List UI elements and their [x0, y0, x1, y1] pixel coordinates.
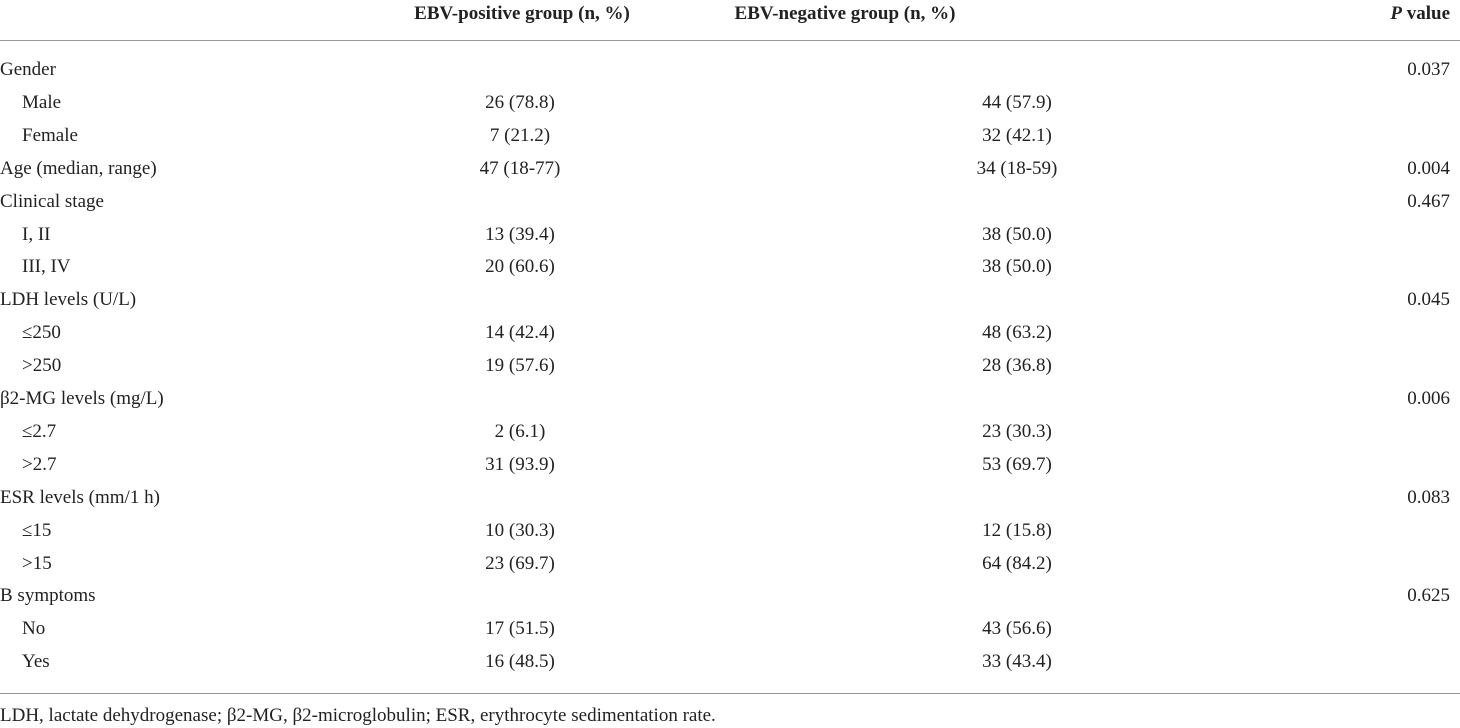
positive-cell: 23 (69.7) [485, 552, 555, 574]
item-label: >15 [22, 552, 52, 574]
header-p-rest: value [1406, 3, 1450, 24]
negative-cell: 34 (18-59) [976, 157, 1058, 179]
group-label: LDH levels (U/L) [0, 289, 137, 311]
item-label: Female [22, 124, 78, 146]
negative-cell: 28 (36.8) [982, 355, 1052, 377]
positive-cell: 2 (6.1) [494, 420, 546, 442]
item-label: I, II [22, 223, 51, 245]
group-label: Age (median, range) [0, 157, 157, 179]
header-rule [0, 40, 1460, 41]
negative-cell: 12 (15.8) [982, 519, 1052, 541]
negative-cell: 38 (50.0) [982, 223, 1052, 245]
positive-cell: 16 (48.5) [485, 651, 555, 673]
item-label: Male [22, 91, 62, 113]
p-value-cell: 0.004 [1407, 157, 1450, 179]
bottom-rule [0, 693, 1460, 694]
positive-cell: 13 (39.4) [485, 223, 555, 245]
negative-cell: 43 (56.6) [982, 618, 1052, 640]
item-label: ≤250 [22, 322, 61, 344]
group-label: Clinical stage [0, 190, 104, 212]
header-negative: EBV-negative group (n, %) [734, 3, 956, 24]
positive-cell: 7 (21.2) [489, 124, 551, 146]
negative-cell: 44 (57.9) [982, 91, 1052, 113]
negative-cell: 48 (63.2) [982, 322, 1052, 344]
item-label: ≤15 [22, 519, 52, 541]
footnote: LDH, lactate dehydrogenase; β2-MG, β2-mi… [0, 705, 716, 726]
item-label: ≤2.7 [22, 420, 57, 442]
positive-cell: 19 (57.6) [485, 355, 555, 377]
header-p-italic: P [1390, 3, 1402, 24]
p-value-cell: 0.037 [1407, 59, 1450, 80]
negative-cell: 53 (69.7) [982, 453, 1052, 475]
group-label: B symptoms [0, 585, 96, 607]
negative-cell: 38 (50.0) [982, 256, 1052, 278]
p-value-cell: 0.006 [1407, 388, 1450, 409]
positive-cell: 20 (60.6) [485, 256, 555, 278]
positive-cell: 14 (42.4) [485, 322, 555, 344]
positive-cell: 17 (51.5) [485, 618, 555, 640]
item-label: >250 [22, 355, 62, 377]
item-label: No [22, 618, 46, 640]
p-value-cell: 0.625 [1407, 585, 1450, 607]
p-value-cell: 0.045 [1407, 289, 1450, 311]
item-label: Yes [22, 651, 50, 673]
positive-cell: 31 (93.9) [485, 453, 555, 475]
positive-cell: 10 (30.3) [485, 519, 555, 541]
item-label: III, IV [22, 256, 71, 278]
item-label: >2.7 [22, 453, 57, 475]
positive-cell: 26 (78.8) [485, 91, 555, 113]
p-value-cell: 0.083 [1407, 486, 1450, 508]
negative-cell: 64 (84.2) [982, 552, 1052, 574]
header-positive: EBV-positive group (n, %) [414, 3, 630, 24]
p-value-cell: 0.467 [1407, 190, 1450, 212]
negative-cell: 23 (30.3) [982, 420, 1052, 442]
positive-cell: 47 (18-77) [479, 157, 561, 179]
negative-cell: 32 (42.1) [982, 124, 1052, 146]
header-p: P value [1390, 2, 1450, 26]
negative-cell: 33 (43.4) [982, 651, 1052, 673]
group-label: β2-MG levels (mg/L) [0, 388, 164, 409]
group-label: ESR levels (mm/1 h) [0, 486, 160, 508]
group-label: Gender [0, 59, 56, 80]
